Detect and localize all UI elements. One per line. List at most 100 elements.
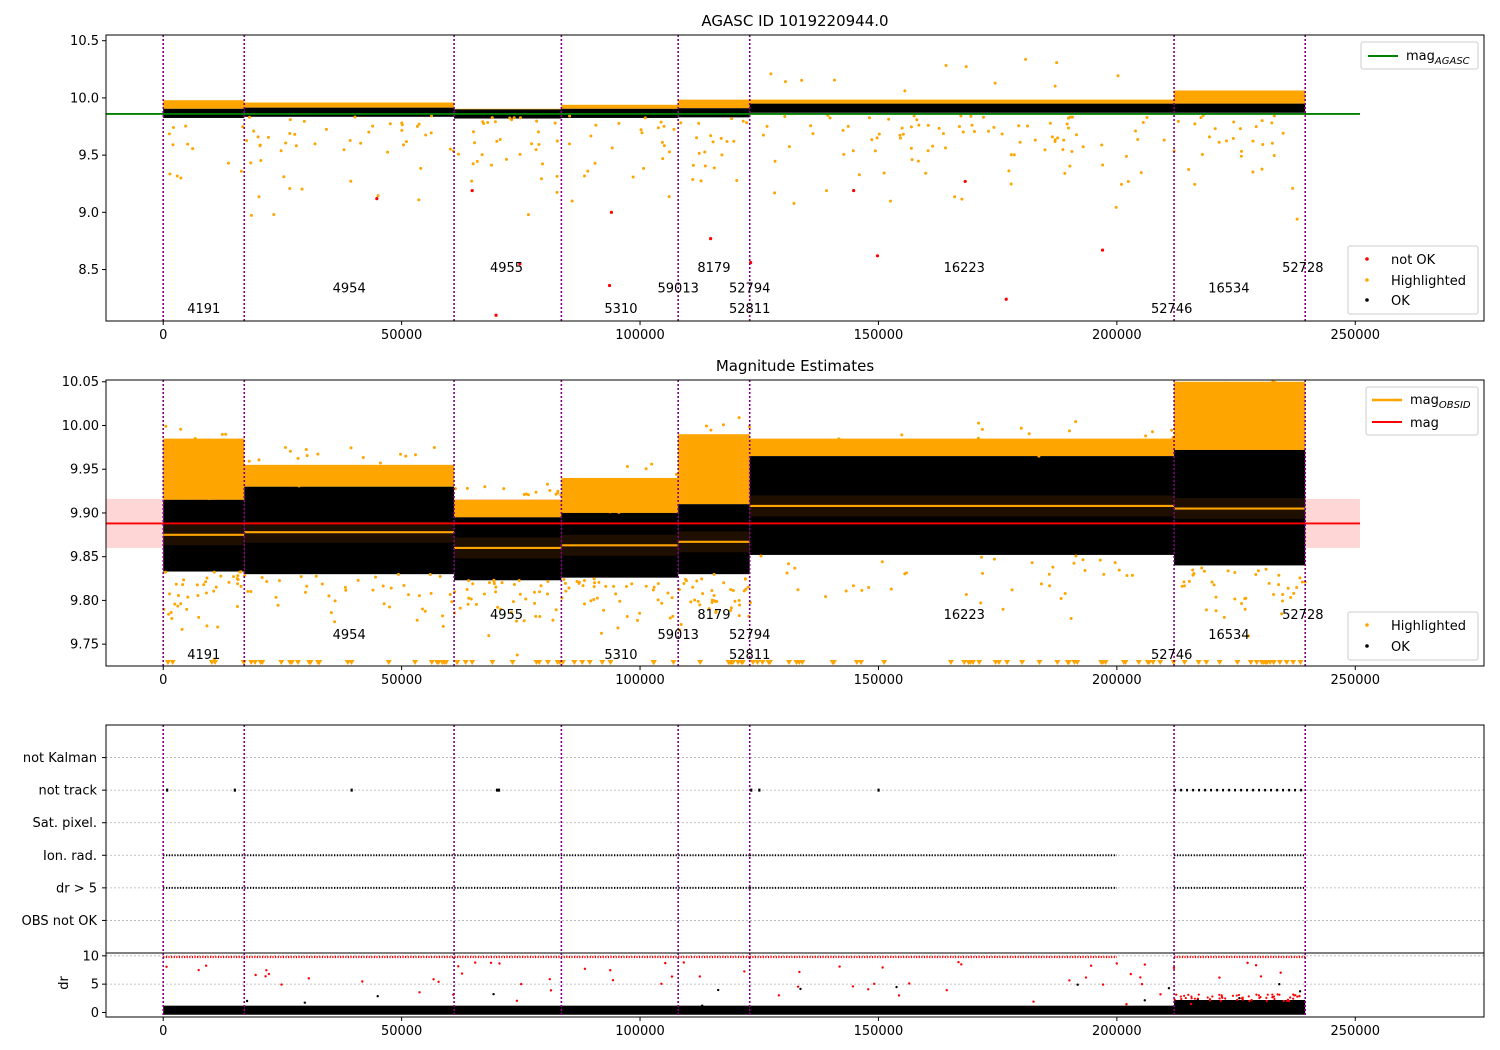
highlighted-point <box>729 608 733 612</box>
flag-category-label: OBS not OK <box>22 914 98 929</box>
dr-point <box>1241 996 1244 999</box>
below-range-marker <box>1122 660 1129 665</box>
highlighted-point <box>1043 148 1047 152</box>
highlighted-point <box>1176 119 1180 123</box>
highlighted-point <box>712 594 716 598</box>
highlighted-point <box>1224 381 1228 385</box>
below-range-marker <box>385 660 392 665</box>
highlighted-point <box>992 125 996 129</box>
highlighted-point <box>279 149 283 153</box>
highlighted-point <box>305 454 309 458</box>
below-range-marker <box>1036 660 1043 665</box>
highlighted-point <box>202 583 206 587</box>
obsid-label: 5310 <box>604 648 637 663</box>
below-range-marker <box>1149 660 1156 665</box>
legend-mag-obsid-label: magOBSID <box>1410 393 1471 411</box>
highlighted-point <box>179 602 183 606</box>
highlighted-point <box>1030 561 1034 565</box>
below-range-marker <box>435 660 442 665</box>
dr-point <box>1089 964 1093 967</box>
highlighted-point <box>722 581 726 585</box>
dr-point <box>1140 982 1144 986</box>
below-range-marker <box>1181 660 1188 665</box>
highlighted-point <box>415 618 419 622</box>
legend-highlighted-swatch <box>1365 278 1369 282</box>
dr-point <box>1189 1002 1193 1006</box>
highlighted-point <box>456 152 460 156</box>
obsid-label: 4191 <box>187 648 220 663</box>
panel-flags-axes: not Kalman not track Sat. pixel. Ion. rad. d… <box>22 724 1485 954</box>
dr-point <box>548 977 551 981</box>
highlighted-point <box>535 119 539 123</box>
highlighted-point <box>589 134 593 138</box>
highlighted-point <box>266 135 270 139</box>
highlighted-point <box>1026 124 1030 128</box>
highlighted-point <box>164 570 168 574</box>
dr-point <box>489 961 493 965</box>
highlighted-point <box>1295 586 1299 590</box>
not-ok-point <box>852 188 856 193</box>
highlighted-point <box>873 149 877 153</box>
highlighted-point <box>570 199 574 203</box>
dr-point <box>1292 993 1295 996</box>
highlighted-point <box>1200 566 1204 570</box>
below-range-marker <box>509 660 516 665</box>
below-range-marker <box>1098 660 1105 665</box>
highlighted-point <box>1272 592 1276 596</box>
highlighted-point <box>720 153 724 157</box>
highlighted-point <box>554 503 558 507</box>
highlighted-point <box>420 607 424 611</box>
highlighted-point <box>595 596 599 600</box>
obsid-label: 8179 <box>697 608 730 623</box>
highlighted-point <box>174 582 178 586</box>
highlighted-point <box>1048 121 1052 125</box>
not-ok-point <box>518 262 522 266</box>
highlighted-point <box>1276 443 1280 447</box>
highlighted-point <box>1254 125 1258 129</box>
highlighted-point <box>915 118 919 122</box>
highlighted-point <box>441 624 445 628</box>
highlighted-point <box>404 454 408 458</box>
highlighted-point <box>619 499 623 503</box>
below-range-marker <box>961 660 968 665</box>
highlighted-band <box>561 104 679 109</box>
highlighted-point <box>1037 454 1041 458</box>
x-tick-label: 200000 <box>1092 1024 1142 1039</box>
highlighted-point <box>495 139 499 143</box>
highlighted-point <box>430 114 434 118</box>
obsid-label: 52746 <box>1151 302 1192 317</box>
highlighted-point <box>703 164 707 168</box>
highlighted-point <box>438 574 442 578</box>
highlighted-point <box>302 119 306 123</box>
not-ok-point <box>875 254 880 258</box>
legend-mag-obsid-name: mag <box>1410 393 1439 408</box>
highlighted-point <box>710 600 714 604</box>
highlighted-point <box>592 597 596 601</box>
highlighted-band <box>1174 90 1306 104</box>
below-range-marker <box>1135 660 1142 665</box>
highlighted-point <box>206 484 210 488</box>
highlighted-point <box>977 421 981 425</box>
highlighted-point <box>212 589 216 593</box>
below-range-marker <box>750 660 757 665</box>
below-range-marker <box>259 660 266 665</box>
highlighted-point <box>179 427 183 431</box>
highlighted-point <box>722 477 726 481</box>
dr-point <box>1190 997 1193 1000</box>
dr-point <box>1115 962 1118 965</box>
dr-point <box>1101 983 1105 986</box>
highlighted-point <box>1225 139 1229 143</box>
highlighted-point <box>593 581 597 585</box>
highlighted-point <box>638 611 642 615</box>
highlighted-point <box>1217 140 1221 144</box>
highlighted-point <box>567 142 571 146</box>
highlighted-point <box>581 584 585 588</box>
obsid-label: 59013 <box>658 628 699 643</box>
highlighted-point <box>282 175 286 179</box>
below-range-marker <box>579 660 586 665</box>
highlighted-point <box>1270 121 1274 125</box>
highlighted-point <box>870 138 874 142</box>
y-tick-label: 9.75 <box>70 638 99 653</box>
dr-point <box>1196 997 1199 1000</box>
highlighted-point <box>1286 586 1290 590</box>
